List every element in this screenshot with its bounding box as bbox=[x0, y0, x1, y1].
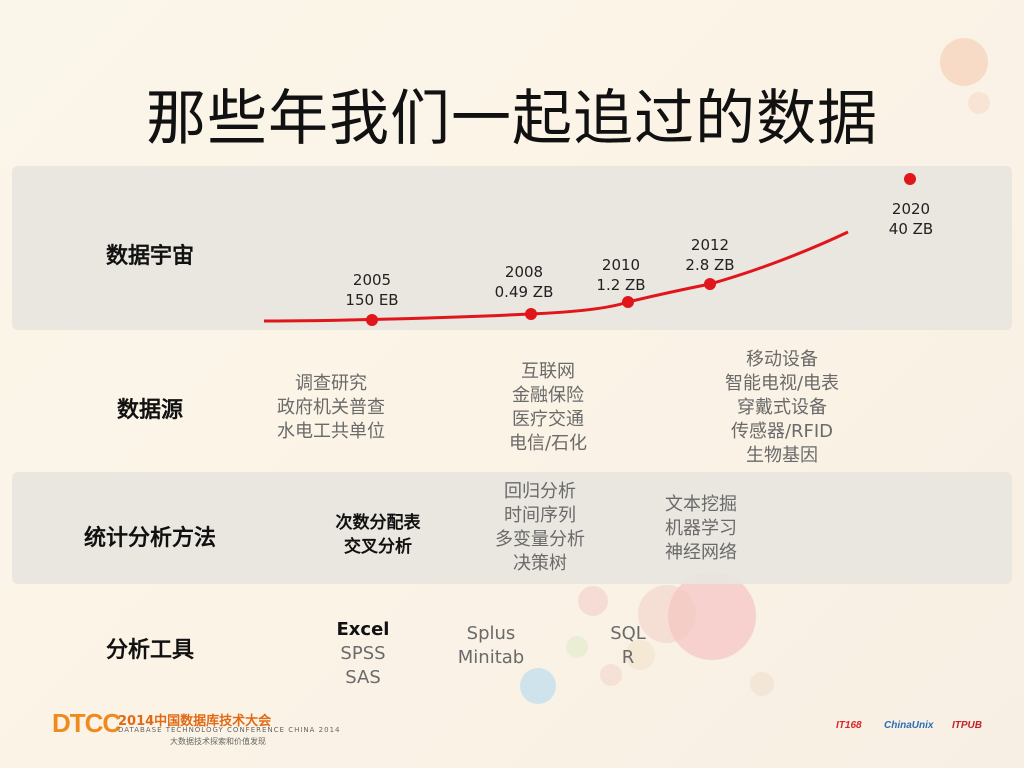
tools-stat: Splus Minitab bbox=[458, 622, 524, 670]
tools-db: SQL R bbox=[610, 622, 646, 670]
list-item: 电信/石化 bbox=[508, 433, 588, 454]
annotation-size: 150 EB bbox=[345, 291, 399, 309]
list-item: 水电工共单位 bbox=[277, 421, 385, 442]
band-methods bbox=[12, 472, 1012, 584]
list-item: 调查研究 bbox=[295, 373, 367, 394]
list-item: 互联网 bbox=[520, 361, 575, 382]
sponsor-chinaunix-logo: ChinaUnix bbox=[884, 720, 934, 731]
sources-internet: 互联网 金融保险 医疗交通 电信/石化 bbox=[509, 360, 587, 456]
decor-bubble bbox=[520, 668, 556, 704]
row-label-methods: 统计分析方法 bbox=[83, 526, 216, 551]
point-2005 bbox=[366, 314, 378, 326]
decor-bubble bbox=[625, 640, 655, 670]
slide-title: 那些年我们一起追过的数据 bbox=[146, 84, 878, 154]
decor-bubble bbox=[600, 664, 622, 686]
annotation-2012: 2012 2.8 ZB bbox=[685, 235, 734, 275]
annotation-size: 40 ZB bbox=[888, 220, 934, 238]
annotation-size: 1.2 ZB bbox=[596, 276, 646, 294]
list-item: 政府机关普查 bbox=[277, 397, 385, 418]
annotation-year: 2010 bbox=[601, 256, 641, 274]
decor-bubble bbox=[566, 636, 588, 658]
list-item: 文本挖掘 bbox=[665, 494, 737, 515]
list-item: 传感器/RFID bbox=[730, 421, 834, 442]
sponsor-itpub-logo: ITPUB bbox=[952, 720, 982, 731]
annotation-size: 2.8 ZB bbox=[685, 256, 735, 274]
row-label-tools: 分析工具 bbox=[105, 638, 194, 663]
list-item: 机器学习 bbox=[665, 518, 737, 539]
annotation-year: 2005 bbox=[352, 271, 392, 289]
list-item: 智能电视/电表 bbox=[724, 373, 840, 394]
list-item: 穿戴式设备 bbox=[736, 397, 827, 418]
methods-basic: 次数分配表 交叉分析 bbox=[336, 511, 421, 559]
list-item: 神经网络 bbox=[665, 542, 737, 563]
decor-bubble bbox=[638, 585, 696, 643]
list-item: 多变量分析 bbox=[495, 529, 585, 550]
decor-bubble bbox=[668, 572, 756, 660]
point-2012 bbox=[704, 278, 716, 290]
row-label-universe: 数据宇宙 bbox=[105, 244, 194, 269]
conference-title: 2014中国数据库技术大会 bbox=[118, 714, 272, 729]
tools-desktop: Excel SPSS SAS bbox=[337, 618, 390, 690]
list-item: R bbox=[621, 647, 635, 668]
list-item: SAS bbox=[345, 667, 381, 688]
list-item: Excel bbox=[336, 619, 390, 640]
annotation-year: 2020 bbox=[891, 200, 931, 218]
list-item: 时间序列 bbox=[504, 505, 576, 526]
list-item: 生物基因 bbox=[745, 445, 818, 466]
decor-bubble bbox=[968, 92, 990, 114]
annotation-year: 2012 bbox=[690, 236, 730, 254]
annotation-2005: 2005 150 EB bbox=[345, 270, 398, 310]
point-2010 bbox=[622, 296, 634, 308]
conference-subtitle: DATABASE TECHNOLOGY CONFERENCE CHINA 201… bbox=[118, 726, 341, 734]
dtcc-logo: DTCC bbox=[52, 708, 121, 738]
annotation-2008: 2008 0.49 ZB bbox=[495, 262, 554, 302]
annotation-2020: 2020 40 ZB bbox=[889, 199, 933, 239]
decor-bubble bbox=[940, 38, 988, 86]
decor-bubble bbox=[750, 672, 774, 696]
point-2020 bbox=[904, 173, 916, 185]
annotation-year: 2008 bbox=[504, 263, 544, 281]
list-item: 次数分配表 bbox=[335, 513, 421, 533]
list-item: 决策树 bbox=[513, 553, 567, 574]
list-item: 回归分析 bbox=[504, 481, 576, 502]
list-item: SPSS bbox=[340, 643, 386, 664]
list-item: Minitab bbox=[457, 647, 525, 668]
decor-bubble bbox=[578, 586, 608, 616]
sources-traditional: 调查研究 政府机关普查 水电工共单位 bbox=[277, 372, 385, 444]
point-2008 bbox=[525, 308, 537, 320]
list-item: 交叉分析 bbox=[344, 537, 412, 557]
list-item: 金融保险 bbox=[511, 385, 584, 406]
list-item: 医疗交通 bbox=[511, 409, 584, 430]
annotation-size: 0.49 ZB bbox=[494, 283, 554, 301]
conference-tagline: 大数据技术探索和价值发现 bbox=[170, 737, 266, 746]
sources-iot: 移动设备 智能电视/电表 穿戴式设备 传感器/RFID 生物基因 bbox=[725, 348, 839, 468]
band-universe bbox=[12, 166, 1012, 330]
annotation-2010: 2010 1.2 ZB bbox=[596, 255, 645, 295]
list-item: SQL bbox=[610, 623, 646, 644]
growth-curve-line bbox=[263, 230, 849, 323]
row-label-sources: 数据源 bbox=[116, 398, 183, 423]
list-item: 移动设备 bbox=[745, 349, 818, 370]
sponsor-it168-logo: IT168 bbox=[836, 720, 862, 731]
methods-statistical: 回归分析 时间序列 多变量分析 决策树 bbox=[495, 480, 585, 576]
methods-ml: 文本挖掘 机器学习 神经网络 bbox=[665, 493, 737, 565]
list-item: Splus bbox=[466, 623, 516, 644]
